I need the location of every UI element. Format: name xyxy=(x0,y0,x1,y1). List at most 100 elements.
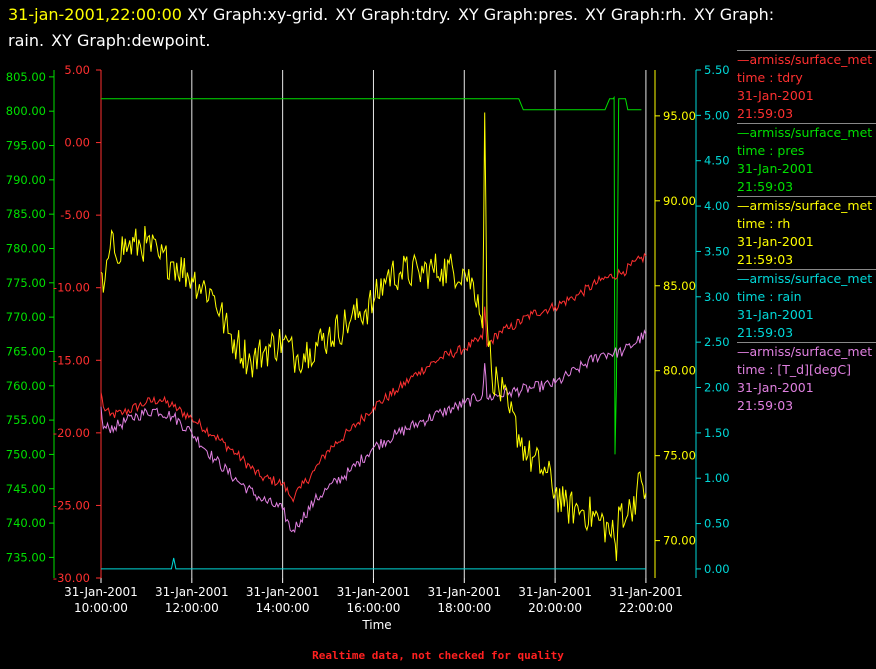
pres-tick-label: 765.00 xyxy=(6,344,46,358)
tdry-tick-label: -20.00 xyxy=(53,426,90,440)
legend-dewpoint-var: time : [T_d][degC] xyxy=(737,362,852,377)
legend-tdry-var: time : tdry xyxy=(737,70,803,85)
x-tick-label-time: 12:00:00 xyxy=(165,601,219,615)
legend-rh-date: 31-Jan-2001 xyxy=(737,234,814,249)
title-graph-rain-prefix: XY Graph: xyxy=(693,5,775,24)
legend-tdry-date: 31-Jan-2001 xyxy=(737,88,814,103)
pres-tick-label: 800.00 xyxy=(6,104,46,118)
legend-dewpoint-date: 31-Jan-2001 xyxy=(737,380,814,395)
x-tick-label-time: 20:00:00 xyxy=(528,601,582,615)
title-graph-pres: XY Graph:pres. xyxy=(457,5,578,24)
series-line xyxy=(100,252,647,503)
series-lines xyxy=(100,95,647,570)
legend-dewpoint-name: —armiss/surface_met xyxy=(737,344,873,359)
legend-pres-date: 31-Jan-2001 xyxy=(737,161,814,176)
tdry-tick-label: 5.00 xyxy=(64,63,90,77)
legend-entry-pres[interactable]: —armiss/surface_met time : pres 31-Jan-2… xyxy=(737,123,876,196)
rain-tick-label: 2.00 xyxy=(704,381,730,395)
legend-dewpoint-time: 21:59:03 xyxy=(737,398,794,413)
legend-rain-date: 31-Jan-2001 xyxy=(737,307,814,322)
rh-tick-label: 70.00 xyxy=(663,534,696,548)
legend-entry-rain[interactable]: —armiss/surface_met time : rain 31-Jan-2… xyxy=(737,269,876,342)
tdry-tick-label: -15.00 xyxy=(53,353,90,367)
legend-rain-var: time : rain xyxy=(737,289,802,304)
pres-tick-label: 740.00 xyxy=(6,516,46,530)
rain-tick-label: 1.00 xyxy=(704,471,730,485)
axes: 31-Jan-2001 10:00:00 31-Jan-2001 12:00:00 31… xyxy=(6,63,730,632)
rh-tick-label: 75.00 xyxy=(663,449,696,463)
x-tick-label-time: 10:00:00 xyxy=(74,601,128,615)
rh-tick-label: 80.00 xyxy=(663,364,696,378)
pres-tick-label: 760.00 xyxy=(6,379,46,393)
pres-tick-label: 770.00 xyxy=(6,310,46,324)
legend-entry-rh[interactable]: —armiss/surface_met time : rh 31-Jan-200… xyxy=(737,196,876,269)
legend-rain-time: 21:59:03 xyxy=(737,325,794,340)
title-graph-tdry: XY Graph:tdry. xyxy=(335,5,451,24)
rain-tick-label: 0.50 xyxy=(704,517,730,531)
legend-tdry-name: —armiss/surface_met xyxy=(737,52,873,67)
pres-tick-label: 795.00 xyxy=(6,139,46,153)
title-timestamp: 31-jan-2001,22:00:00 xyxy=(8,5,182,24)
rain-tick-label: 5.50 xyxy=(704,63,730,77)
x-tick-label-date: 31-Jan-2001 xyxy=(64,585,138,599)
pres-tick-label: 790.00 xyxy=(6,173,46,187)
rh-tick-label: 90.00 xyxy=(663,194,696,208)
title-graph-dewpoint: XY Graph:dewpoint. xyxy=(51,31,211,50)
legend-rh-var: time : rh xyxy=(737,216,791,231)
legend-pres-name: —armiss/surface_met xyxy=(737,125,873,140)
series-line xyxy=(101,95,642,455)
series-line xyxy=(101,557,646,570)
x-tick-label-date: 31-Jan-2001 xyxy=(155,585,229,599)
x-tick-label-time: 16:00:00 xyxy=(347,601,401,615)
rh-tick-label: 85.00 xyxy=(663,279,696,293)
chart-title: 31-jan-2001,22:00:00 XY Graph:xy-grid. X… xyxy=(8,2,868,54)
title-graph-rain: rain. xyxy=(8,31,45,50)
rain-tick-label: 0.00 xyxy=(704,562,730,576)
pres-tick-label: 775.00 xyxy=(6,276,46,290)
x-tick-label-date: 31-Jan-2001 xyxy=(518,585,592,599)
series-line xyxy=(100,112,647,562)
rain-tick-label: 3.50 xyxy=(704,244,730,258)
pres-tick-label: 780.00 xyxy=(6,241,46,255)
pres-tick-label: 735.00 xyxy=(6,550,46,564)
tdry-tick-label: 0.00 xyxy=(64,136,90,150)
x-tick-label-time: 22:00:00 xyxy=(619,601,673,615)
rain-tick-label: 2.50 xyxy=(704,335,730,349)
rain-tick-label: 1.50 xyxy=(704,426,730,440)
pres-tick-label: 805.00 xyxy=(6,70,46,84)
legend: —armiss/surface_met time : tdry 31-Jan-2… xyxy=(737,50,876,415)
legend-entry-tdry[interactable]: —armiss/surface_met time : tdry 31-Jan-2… xyxy=(737,50,876,123)
tdry-tick-label: -25.00 xyxy=(53,498,90,512)
legend-rh-time: 21:59:03 xyxy=(737,252,794,267)
pres-tick-label: 745.00 xyxy=(6,482,46,496)
x-tick-label-date: 31-Jan-2001 xyxy=(427,585,501,599)
legend-entry-dewpoint[interactable]: —armiss/surface_met time : [T_d][degC] 3… xyxy=(737,342,876,415)
tdry-tick-label: -5.00 xyxy=(60,208,90,222)
legend-pres-time: 21:59:03 xyxy=(737,179,794,194)
rh-tick-label: 95.00 xyxy=(663,109,696,123)
x-tick-label-date: 31-Jan-2001 xyxy=(246,585,320,599)
legend-tdry-time: 21:59:03 xyxy=(737,106,794,121)
x-axis-label: Time xyxy=(361,618,391,632)
tdry-tick-label: -10.00 xyxy=(53,281,90,295)
legend-rh-name: —armiss/surface_met xyxy=(737,198,873,213)
rain-tick-label: 5.00 xyxy=(704,108,730,122)
tdry-tick-label: -30.00 xyxy=(53,571,90,585)
title-graph-xy-grid: XY Graph:xy-grid. xyxy=(187,5,329,24)
quality-disclaimer: Realtime data, not checked for quality xyxy=(312,649,564,662)
x-tick-label-date: 31-Jan-2001 xyxy=(337,585,411,599)
rain-tick-label: 4.50 xyxy=(704,154,730,168)
legend-rain-name: —armiss/surface_met xyxy=(737,271,873,286)
x-tick-label-time: 14:00:00 xyxy=(256,601,310,615)
pres-tick-label: 785.00 xyxy=(6,207,46,221)
x-tick-label-time: 18:00:00 xyxy=(437,601,491,615)
rain-tick-label: 3.00 xyxy=(704,290,730,304)
series-line xyxy=(100,329,647,534)
rain-tick-label: 4.00 xyxy=(704,199,730,213)
pres-tick-label: 755.00 xyxy=(6,413,46,427)
title-graph-rh: XY Graph:rh. xyxy=(585,5,687,24)
legend-pres-var: time : pres xyxy=(737,143,805,158)
x-tick-label-date: 31-Jan-2001 xyxy=(609,585,683,599)
pres-tick-label: 750.00 xyxy=(6,447,46,461)
